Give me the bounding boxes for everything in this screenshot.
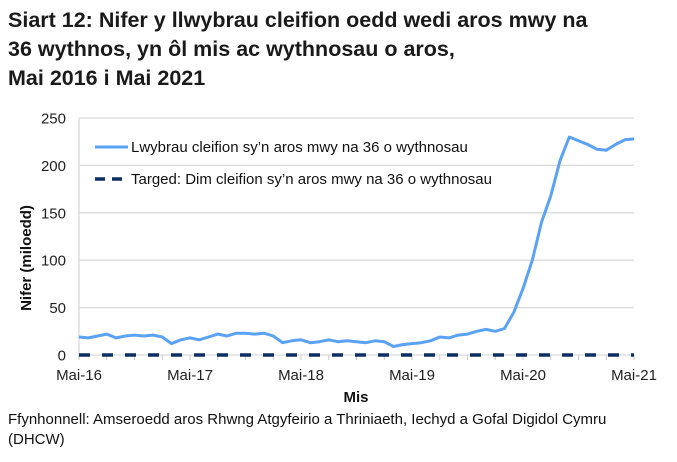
y-tick-label: 50	[49, 300, 66, 317]
y-tick-label: 150	[41, 205, 66, 222]
source-note: Ffynhonnell: Amseroedd aros Rhwng Atgyfe…	[8, 410, 673, 450]
chart-title: Siart 12: Nifer y llwybrau cleifion oedd…	[8, 6, 673, 93]
x-tick-label: Mai-18	[278, 367, 324, 384]
y-tick-label: 200	[41, 158, 66, 175]
chart-title-line-3: Mai 2016 i Mai 2021	[8, 66, 206, 90]
y-tick-label: 0	[58, 348, 66, 365]
chart-title-line-1: Siart 12: Nifer y llwybrau cleifion oedd…	[8, 8, 588, 32]
x-axis-label: Mis	[343, 389, 368, 406]
legend-label-main: Lwybrau cleifion sy’n aros mwy na 36 o w…	[131, 139, 468, 156]
x-tick-label: Mai-19	[389, 367, 435, 384]
gridlines	[78, 117, 634, 356]
x-tick-label: Mai-17	[167, 367, 213, 384]
y-tick-label: 100	[41, 253, 66, 270]
x-tick-label: Mai-20	[500, 367, 546, 384]
source-line-1: Ffynhonnell: Amseroedd aros Rhwng Atgyfe…	[8, 411, 607, 428]
y-tick-label: 250	[41, 111, 66, 128]
waiting-patients-series-line	[78, 135, 635, 348]
legend-label-target: Targed: Dim cleifion sy’n aros mwy na 36…	[131, 171, 492, 188]
legend: Lwybrau cleifion sy’n aros mwy na 36 o w…	[95, 139, 492, 188]
chart-title-line-2: 36 wythnos, yn ôl mis ac wythnosau o aro…	[8, 37, 455, 61]
series-lines	[78, 135, 635, 357]
x-tick-label: Mai-21	[611, 367, 657, 384]
y-axis-label: Nifer (miloedd)	[18, 205, 35, 311]
source-line-2: (DHCW)	[8, 431, 65, 448]
x-tick-label: Mai-16	[56, 367, 102, 384]
x-axis-ticks: Mai-16 Mai-17 Mai-18 Mai-19 Mai-20 Mai-21	[56, 355, 657, 384]
y-axis-ticks: 0 50 100 150 200 250	[41, 111, 66, 365]
